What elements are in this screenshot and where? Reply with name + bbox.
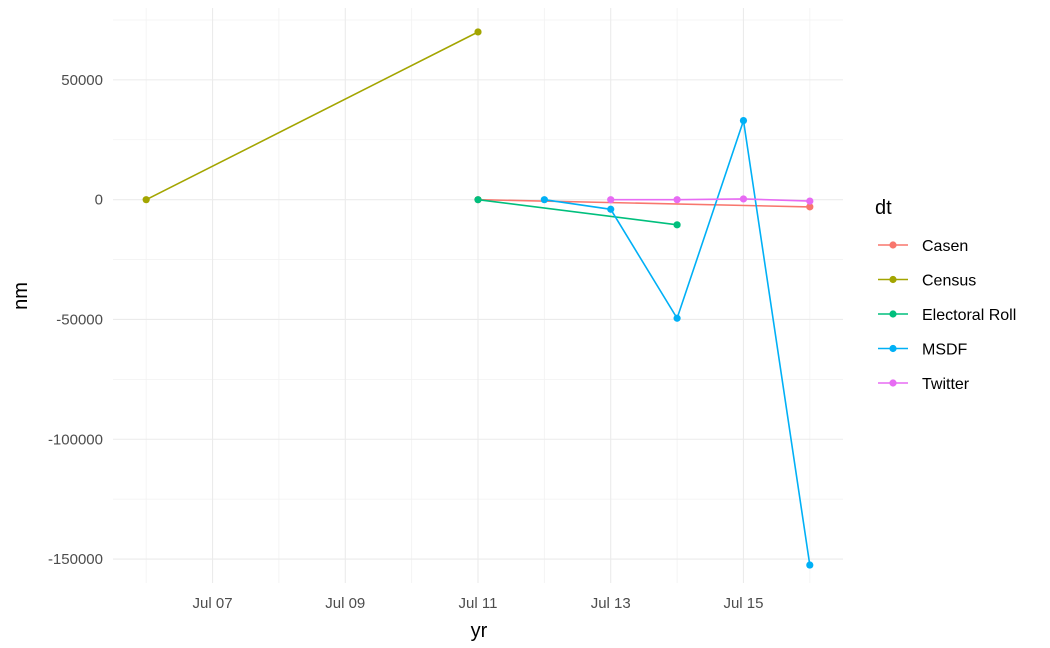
data-point-twitter xyxy=(673,196,681,204)
y-tick-label: -50000 xyxy=(56,311,103,328)
y-tick-label: -150000 xyxy=(48,551,103,568)
series-line-twitter xyxy=(610,198,810,202)
x-tick-label: Jul 09 xyxy=(325,595,365,612)
legend-item-msdf: MSDF xyxy=(878,342,968,359)
y-tick-label: 50000 xyxy=(61,72,103,89)
data-point-msdf xyxy=(806,561,814,569)
data-point-msdf xyxy=(673,314,681,322)
x-tick-label: Jul 07 xyxy=(193,595,233,612)
data-point-electoral-roll xyxy=(474,196,482,204)
data-point-twitter xyxy=(806,197,814,205)
legend-label: MSDF xyxy=(922,342,968,359)
legend-label: Census xyxy=(922,273,976,290)
legend-item-twitter: Twitter xyxy=(878,376,970,393)
data-point-msdf xyxy=(739,117,748,125)
series-line-census xyxy=(145,31,479,201)
data-point-twitter xyxy=(607,196,615,204)
x-tick-label: Jul 15 xyxy=(723,595,763,612)
y-tick-label: 0 xyxy=(95,192,103,209)
series-line-casen xyxy=(477,198,810,208)
legend-item-electoral-roll: Electoral Roll xyxy=(878,307,1016,324)
major-gridlines xyxy=(113,8,843,583)
x-tick-label: Jul 13 xyxy=(591,595,631,612)
legend-label: Twitter xyxy=(922,376,970,393)
legend-key-point xyxy=(889,379,897,387)
legend-key-point xyxy=(889,310,897,318)
data-point-census xyxy=(142,196,150,204)
data-point-msdf xyxy=(540,196,548,204)
legend-key-point xyxy=(889,275,897,284)
series-electoral-roll xyxy=(474,196,681,229)
legend-title: dt xyxy=(875,197,892,219)
x-axis-title: yr xyxy=(471,620,488,642)
series-casen xyxy=(474,196,814,211)
legend-item-census: Census xyxy=(878,273,976,290)
legend-key-point xyxy=(889,344,897,353)
data-point-casen xyxy=(806,203,814,211)
legend-label: Electoral Roll xyxy=(922,307,1016,324)
data-point-electoral-roll xyxy=(673,221,681,229)
series-layer xyxy=(142,28,814,569)
y-axis-title: nm xyxy=(10,282,32,310)
legend-items: Casen Census Electoral Roll MSDF Twitter xyxy=(878,238,1016,393)
y-tick-label: -100000 xyxy=(48,431,103,448)
data-point-census xyxy=(474,28,482,36)
x-tick-labels: Jul 07 Jul 09 Jul 11 Jul 13 Jul 15 xyxy=(193,595,764,612)
series-line-electoral-roll xyxy=(477,198,678,226)
data-point-msdf xyxy=(607,205,615,213)
x-tick-label: Jul 11 xyxy=(459,595,498,612)
series-twitter xyxy=(607,195,814,205)
series-census xyxy=(142,28,482,204)
legend-label: Casen xyxy=(922,238,968,255)
legend-key-point xyxy=(889,241,897,249)
legend: dt Casen Census Electoral Roll MSDF Twitter xyxy=(875,197,1016,393)
series-msdf xyxy=(540,117,814,569)
legend-item-casen: Casen xyxy=(878,238,968,255)
y-tick-labels: 50000 0 -50000 -100000 -150000 xyxy=(48,72,103,568)
data-point-twitter xyxy=(739,195,748,203)
